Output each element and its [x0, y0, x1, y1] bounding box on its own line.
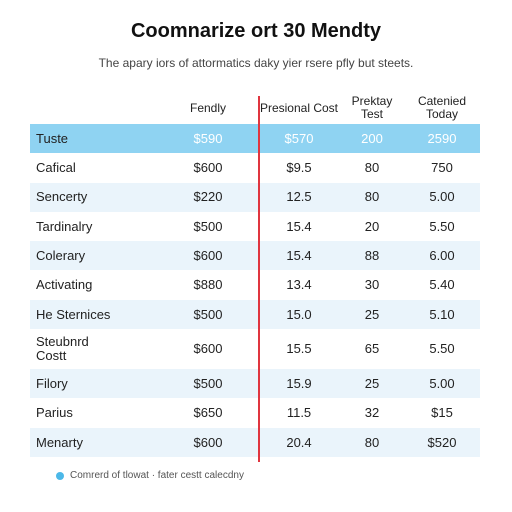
row-label: Filory [36, 375, 68, 391]
table-cell: 32 [364, 405, 380, 421]
table-cell: 80 [364, 189, 380, 205]
row-label: Cafical [36, 160, 76, 176]
table-cell: 12.5 [286, 189, 312, 205]
table-cell: $600 [193, 160, 223, 176]
table-cell: 30 [364, 277, 380, 293]
row-label: Tuste [36, 130, 69, 146]
table-cell: $600 [193, 248, 223, 264]
row-label: He Sternices [36, 306, 111, 322]
table-cell: 5.50 [429, 218, 455, 234]
table-cell: 15.9 [286, 375, 312, 391]
page-subtitle: The apary iors of attormatics daky yier … [98, 56, 414, 70]
table-cell: 750 [431, 160, 453, 176]
table-cell: 15.5 [286, 341, 312, 357]
table-cell: 13.4 [286, 277, 312, 293]
table-cell: 20 [364, 218, 380, 234]
table-cell: $220 [193, 189, 223, 205]
table-cell: $600 [193, 434, 223, 450]
table-cell: $880 [193, 277, 223, 293]
row-label: Sencerty [36, 189, 88, 205]
table-cell: $500 [193, 375, 223, 391]
table-cell: 5.10 [429, 306, 455, 322]
table-header: Fendly Presional Cost Prektay Test Caten… [30, 92, 480, 124]
table-cell: 25 [364, 306, 380, 322]
page-title: Coomnarize ort 30 Mendty [130, 20, 382, 42]
table-row: Filory $500 15.9 25 5.00 [30, 369, 480, 399]
table-cell: $500 [193, 306, 223, 322]
table-cell: 5.50 [429, 341, 455, 357]
table-cell: $500 [193, 218, 223, 234]
legend: Comrerd of tlowat · fater cestt calecdny [56, 470, 244, 481]
table-cell: $650 [193, 405, 223, 421]
table-cell: 25 [364, 375, 380, 391]
table-cell: $9.5 [286, 160, 312, 176]
table-row: Steubnrd Costt $600 15.5 65 5.50 [30, 329, 480, 369]
header-cell: Catenied Today [417, 94, 467, 121]
table-cell: 88 [364, 248, 380, 264]
table-cell: 6.00 [429, 248, 455, 264]
table-row: Tuste $590 $570 200 2590 [30, 124, 480, 154]
table-cell: 15.0 [286, 306, 312, 322]
table-cell: 5.40 [429, 277, 455, 293]
table-cell: 5.00 [429, 189, 455, 205]
table-cell: $15 [431, 405, 453, 421]
table-cell: 5.00 [429, 375, 455, 391]
table-row: Cafical $600 $9.5 80 750 [30, 153, 480, 182]
table-row: He Sternices $500 15.0 25 5.10 [30, 299, 480, 330]
table-cell: 80 [364, 160, 380, 176]
table-row: Sencerty $220 12.5 80 5.00 [30, 182, 480, 212]
table-cell: 11.5 [286, 405, 312, 421]
table-cell: 20.4 [286, 434, 312, 450]
row-label: Colerary [36, 248, 86, 264]
row-label: Menarty [36, 434, 83, 450]
table-cell: $520 [427, 434, 457, 450]
legend-text: Comrerd of tlowat · fater cestt calecdny [70, 470, 244, 481]
table-cell: 15.4 [286, 218, 312, 234]
table-cell: 2590 [427, 130, 457, 146]
row-label: Steubnrd Costt [36, 334, 89, 364]
column-divider [258, 96, 260, 462]
table-cell: $600 [193, 341, 223, 357]
table-row: Tardinalry $500 15.4 20 5.50 [30, 212, 480, 241]
table-cell: 65 [364, 341, 380, 357]
table-row: Menarty $600 20.4 80 $520 [30, 427, 480, 457]
table-cell: 15.4 [286, 248, 312, 264]
table-row: Colerary $600 15.4 88 6.00 [30, 241, 480, 271]
header-cell: Prektay Test [351, 94, 393, 121]
data-table: Fendly Presional Cost Prektay Test Caten… [30, 92, 480, 457]
header-cell: Fendly [189, 100, 227, 115]
table-row: Parius $650 11.5 32 $15 [30, 398, 480, 427]
legend-dot-icon [56, 471, 64, 480]
row-label: Activating [36, 277, 93, 293]
table-cell: 80 [364, 434, 380, 450]
row-label: Tardinalry [36, 218, 93, 234]
row-label: Parius [36, 405, 73, 421]
header-cell: Presional Cost [259, 100, 339, 115]
table-cell: $590 [193, 130, 223, 146]
table-cell: 200 [361, 130, 383, 146]
table-cell: $570 [284, 130, 314, 146]
table-row: Activating $880 13.4 30 5.40 [30, 270, 480, 299]
